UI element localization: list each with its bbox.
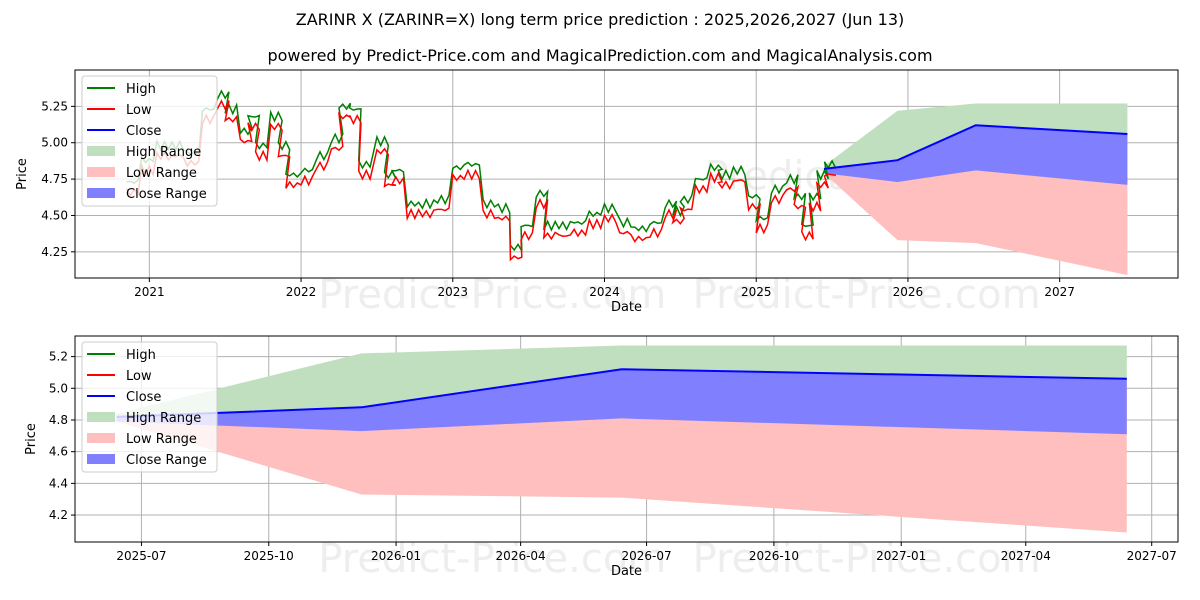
legend-label: High [126,82,156,97]
legend-swatch [87,454,115,464]
x-tick-label: 2027 [1044,285,1075,299]
x-axis-label: Date [611,564,642,579]
x-tick-label: 2021 [134,285,165,299]
close-range-area [116,369,1127,435]
close-line [116,368,1127,418]
legend-label: Low Range [126,432,197,447]
y-axis-label: Price [15,158,30,190]
x-tick-label: 2026-01 [371,549,421,563]
legend-label: Close [126,390,161,405]
panel-bottom: Predict-Price.comPredict-Price.comPredic… [24,335,1179,582]
legend-swatch [87,146,115,156]
plot-area [116,345,1127,533]
x-tick-label: 2026-07 [621,549,671,563]
chart-subtitle: powered by Predict-Price.com and Magical… [267,46,933,65]
y-tick-label: 4.75 [41,172,68,186]
x-tick-label: 2027-01 [876,549,926,563]
close-range-area [823,125,1128,185]
low-line [125,99,836,262]
panel-top: Predict-Price.comPredict-Price.comPredic… [15,69,1179,318]
legend: High Low Close High Range Low Range Close Ran… [81,341,218,473]
x-tick-label: 2026 [893,285,924,299]
legend-label: Low [126,103,152,118]
watermark: Predict-Price.com [693,272,1041,318]
legend-label: Close [126,124,161,139]
x-tick-label: 2023 [438,285,469,299]
legend-label: High Range [126,145,201,160]
y-axis-label: Price [24,423,39,455]
legend-box [81,75,218,207]
legend-label: High [126,348,156,363]
legend-label: Close Range [126,187,207,202]
y-tick-label: 5.2 [49,350,68,364]
x-axis-label: Date [611,300,642,315]
y-tick-label: 4.4 [49,476,68,490]
y-tick-label: 5.00 [41,136,68,150]
legend-label: Low [126,369,152,384]
x-tick-label: 2025 [741,285,772,299]
high-range-area [116,345,1127,417]
plot-area [125,89,1128,276]
chart-title: ZARINR X (ZARINR=X) long term price pred… [295,10,905,29]
watermark: Predict-Price.com [318,272,666,318]
legend-swatch [87,167,115,177]
x-tick-label: 2025-10 [244,549,294,563]
high-line [126,89,837,252]
axes-frame [74,69,1179,279]
legend-label: High Range [126,411,201,426]
x-tick-label: 2027-07 [1127,549,1177,563]
legend-swatch [87,188,115,198]
x-tick-label: 2027-04 [1001,549,1051,563]
x-tick-label: 2025-07 [116,549,166,563]
close-line [823,124,1128,170]
legend: High Low Close High Range Low Range Close Ran… [81,75,218,207]
y-tick-label: 4.25 [41,245,68,259]
y-tick-label: 4.6 [49,445,68,459]
legend-box [81,341,218,473]
legend-label: Low Range [126,166,197,181]
x-tick-label: 2026-10 [749,549,799,563]
legend-swatch [87,412,115,422]
x-tick-label: 2024 [589,285,620,299]
y-tick-label: 5.0 [49,381,68,395]
axes-frame [74,335,1179,543]
legend-swatch [87,433,115,443]
y-tick-label: 4.2 [49,508,68,522]
x-tick-label: 2022 [286,285,317,299]
watermark: Predict-Price.com [318,536,666,582]
y-tick-label: 5.25 [41,99,68,113]
y-tick-label: 4.8 [49,413,68,427]
high-range-area [823,103,1128,169]
x-tick-label: 2026-04 [496,549,546,563]
watermark: Predict-Price.com [693,536,1041,582]
y-tick-label: 4.50 [41,208,68,222]
legend-label: Close Range [126,453,207,468]
